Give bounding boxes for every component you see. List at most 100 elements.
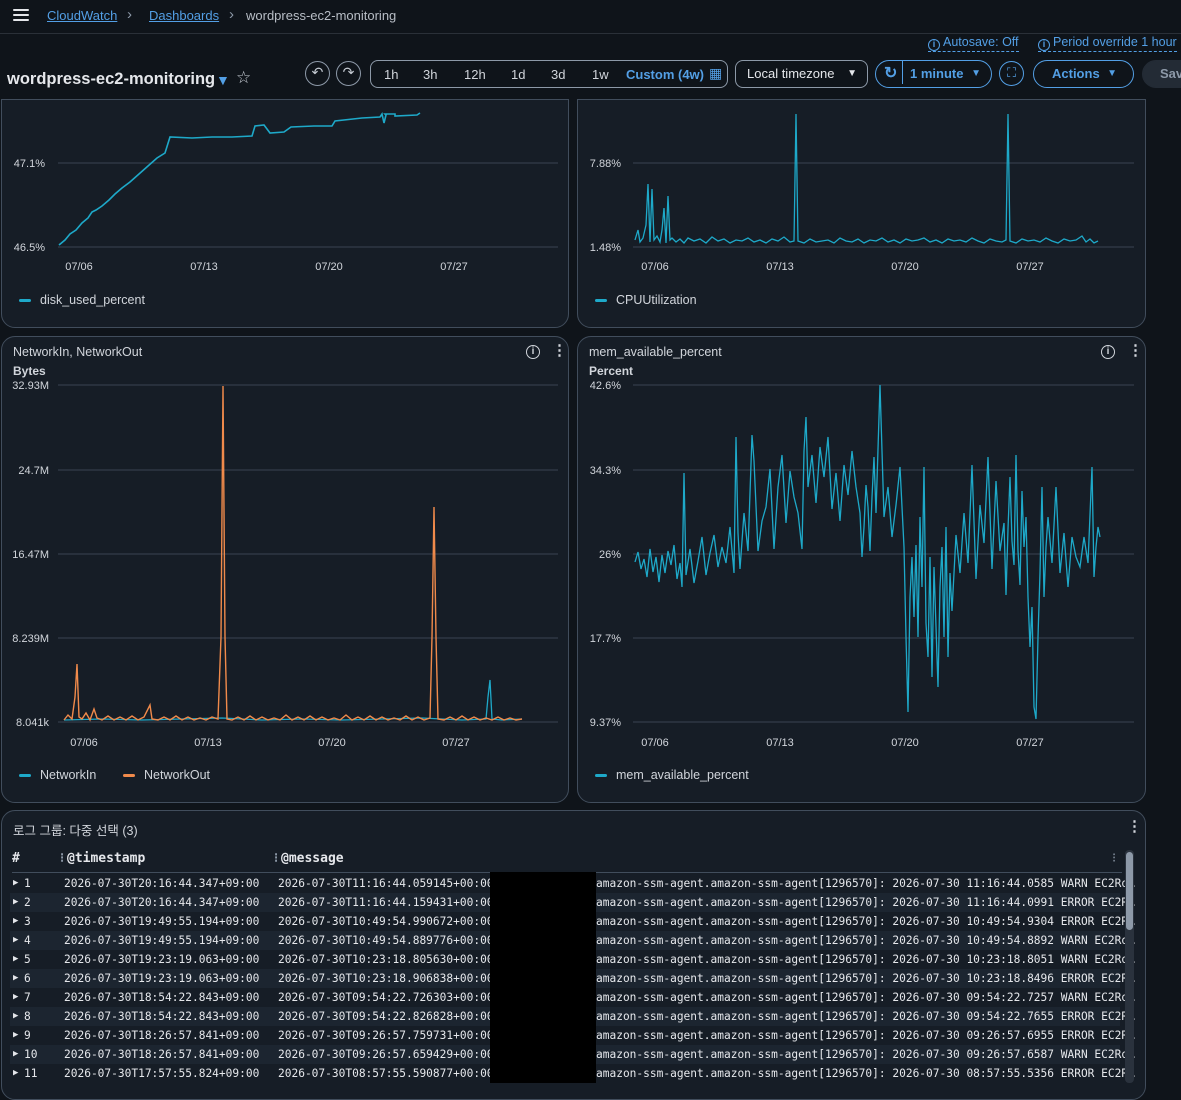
table-row[interactable]: ▶ 5 2026-07-30T19:23:19.063+09:00 2026-07-3…	[10, 950, 1135, 969]
row-timestamp: 2026-07-30T20:16:44.347+09:00	[64, 896, 260, 909]
time-range-1d[interactable]: 1d	[511, 67, 526, 82]
expand-row-icon[interactable]: ▶	[13, 1049, 19, 1059]
star-icon[interactable]: ☆	[236, 68, 252, 87]
info-icon[interactable]: i	[526, 345, 540, 359]
legend-item-networkout[interactable]: NetworkOut	[123, 768, 210, 782]
x-tick-label: 07/20	[315, 261, 343, 273]
x-tick-label: 07/27	[440, 261, 468, 273]
undo-button[interactable]: ↶	[305, 61, 330, 86]
row-timestamp: 2026-07-30T18:26:57.841+09:00	[64, 1048, 260, 1061]
scrollbar-thumb[interactable]	[1126, 852, 1133, 930]
fullscreen-icon[interactable]: ⛶	[999, 61, 1024, 86]
row-message-time: 2026-07-30T11:16:44.159431+00:00	[278, 896, 494, 909]
x-tick-label: 07/27	[442, 737, 470, 749]
x-tick-label: 07/13	[194, 737, 222, 749]
row-message: amazon-ssm-agent.amazon-ssm-agent[129657…	[596, 1067, 1135, 1080]
time-range-custom[interactable]: Custom (4w)	[626, 67, 704, 82]
x-tick-label: 07/06	[65, 261, 93, 273]
row-message: amazon-ssm-agent.amazon-ssm-agent[129657…	[596, 934, 1135, 947]
y-tick-label: 9.37%	[590, 717, 621, 729]
time-range-3d[interactable]: 3d	[551, 67, 566, 82]
autosave-toggle[interactable]: i Autosave: Off	[928, 34, 1019, 52]
expand-row-icon[interactable]: ▶	[13, 878, 19, 888]
row-message: amazon-ssm-agent.amazon-ssm-agent[129657…	[596, 877, 1135, 890]
time-range-3h[interactable]: 3h	[423, 67, 438, 82]
row-index: 9	[24, 1029, 31, 1042]
menu-icon[interactable]	[13, 9, 29, 23]
row-message: amazon-ssm-agent.amazon-ssm-agent[129657…	[596, 1048, 1135, 1061]
more-options-icon[interactable]: ⋮	[1128, 342, 1143, 359]
expand-row-icon[interactable]: ▶	[13, 1030, 19, 1040]
row-index: 6	[24, 972, 31, 985]
row-timestamp: 2026-07-30T19:23:19.063+09:00	[64, 953, 260, 966]
refresh-icon: ↻	[884, 65, 898, 82]
legend-swatch	[595, 299, 607, 303]
disk-chart: 47.1% 46.5% 07/06 07/13 07/20 07/27	[14, 111, 558, 273]
breadcrumb-dashboards[interactable]: Dashboards	[149, 8, 220, 23]
row-timestamp: 2026-07-30T19:23:19.063+09:00	[64, 972, 260, 985]
save-button[interactable]: Save	[1142, 60, 1181, 88]
table-row[interactable]: ▶ 1 2026-07-30T20:16:44.347+09:00 2026-07-3…	[10, 874, 1135, 893]
y-tick-label: 34.3%	[590, 465, 621, 477]
expand-row-icon[interactable]: ▶	[13, 916, 19, 926]
expand-row-icon[interactable]: ▶	[13, 935, 19, 945]
period-override-toggle[interactable]: i Period override 1 hour	[1038, 34, 1177, 52]
legend-swatch	[123, 774, 135, 778]
scrollbar-track[interactable]	[1125, 850, 1134, 1083]
time-range-1h[interactable]: 1h	[384, 67, 399, 82]
save-label: Save	[1160, 66, 1181, 81]
caret-down-icon: ▼	[847, 68, 857, 79]
legend-item[interactable]: mem_available_percent	[595, 768, 749, 782]
top-navigation-bar: CloudWatch › Dashboards › wordpress-ec2-…	[0, 0, 1181, 34]
legend-label: disk_used_percent	[40, 293, 145, 307]
table-row[interactable]: ▶ 7 2026-07-30T18:54:22.843+09:00 2026-07-3…	[10, 988, 1135, 1007]
log-group-header: 로그 그룹: 다중 선택 (3)	[13, 824, 138, 838]
expand-row-icon[interactable]: ▶	[13, 954, 19, 964]
time-range-12h[interactable]: 12h	[464, 67, 486, 82]
legend-swatch	[19, 299, 31, 303]
info-icon[interactable]: i	[1101, 345, 1115, 359]
more-options-icon[interactable]: ⋮	[552, 342, 567, 359]
refresh-interval-label: 1 minute	[910, 66, 964, 81]
x-tick-label: 07/06	[70, 737, 98, 749]
row-message: amazon-ssm-agent.amazon-ssm-agent[129657…	[596, 1029, 1135, 1042]
column-resize-handle[interactable]: ⁝	[274, 851, 279, 866]
refresh-button[interactable]: ↻ 1 minute ▼	[875, 60, 992, 88]
y-tick-label: 17.7%	[590, 633, 621, 645]
expand-row-icon[interactable]: ▶	[13, 1068, 19, 1078]
expand-row-icon[interactable]: ▶	[13, 992, 19, 1002]
table-row[interactable]: ▶ 3 2026-07-30T19:49:55.194+09:00 2026-07-3…	[10, 912, 1135, 931]
more-options-icon[interactable]: ⋮	[1127, 818, 1142, 835]
legend-item-networkin[interactable]: NetworkIn	[19, 768, 96, 782]
timezone-select[interactable]: Local timezone ▼	[735, 60, 868, 88]
column-header-message[interactable]: @message	[281, 851, 344, 866]
chevron-right-icon: ›	[127, 6, 132, 23]
widget-title: NetworkIn, NetworkOut	[13, 345, 143, 359]
redo-button[interactable]: ↷	[336, 61, 361, 86]
legend-item[interactable]: disk_used_percent	[19, 293, 145, 307]
cpu-chart: 7.88% 1.48% 07/06 07/13 07/20 07/27	[590, 113, 1134, 273]
series-line-networkout	[63, 385, 523, 722]
actions-button[interactable]: Actions ▼	[1033, 60, 1134, 88]
legend-item[interactable]: CPUUtilization	[595, 293, 697, 307]
calendar-icon[interactable]: ▦	[709, 65, 723, 81]
column-resize-handle[interactable]: ⁝	[60, 851, 65, 866]
table-row[interactable]: ▶ 9 2026-07-30T18:26:57.841+09:00 2026-07-3…	[10, 1026, 1135, 1045]
info-icon: i	[1038, 39, 1050, 51]
row-timestamp: 2026-07-30T20:16:44.347+09:00	[64, 877, 260, 890]
caret-down-icon[interactable]: ▼	[216, 72, 230, 88]
expand-row-icon[interactable]: ▶	[13, 897, 19, 907]
y-tick-label: 47.1%	[14, 158, 45, 170]
y-axis-unit: Bytes	[13, 364, 46, 378]
table-row[interactable]: ▶ 11 2026-07-30T17:57:55.824+09:00 2026-07-…	[10, 1064, 1135, 1083]
breadcrumb-cloudwatch[interactable]: CloudWatch	[47, 8, 118, 23]
cpu-utilization-widget: 7.88% 1.48% 07/06 07/13 07/20 07/27 CPUU…	[577, 99, 1146, 328]
y-tick-label: 7.88%	[590, 158, 621, 170]
column-resize-handle[interactable]: ⁝	[1112, 851, 1117, 866]
dashboard-title: wordpress-ec2-monitoring	[7, 70, 216, 88]
time-range-1w[interactable]: 1w	[592, 67, 609, 82]
expand-row-icon[interactable]: ▶	[13, 973, 19, 983]
column-header-timestamp[interactable]: @timestamp	[67, 851, 146, 866]
expand-row-icon[interactable]: ▶	[13, 1011, 19, 1021]
row-index: 10	[24, 1048, 38, 1061]
